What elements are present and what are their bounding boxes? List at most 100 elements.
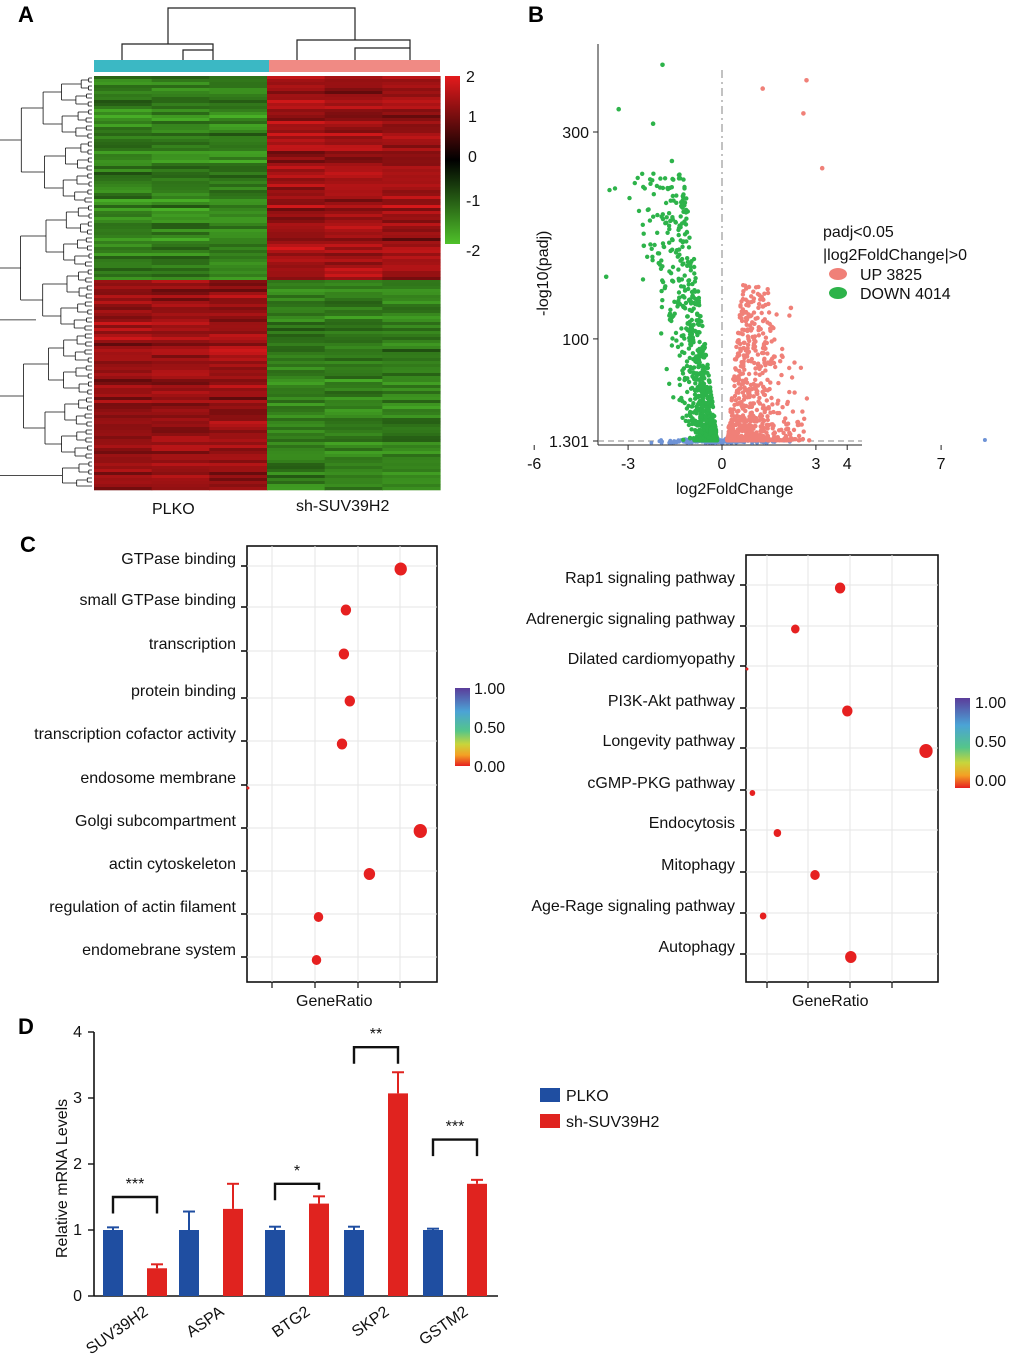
heatmap-cell [209, 295, 268, 299]
heatmap-cell [151, 466, 210, 470]
heatmap-cell [382, 94, 441, 98]
volcano-down-point [676, 232, 681, 238]
heatmap-cell [324, 406, 383, 410]
heatmap-cell [151, 349, 210, 353]
heatmap-cell [382, 163, 441, 167]
heatmap-cell [324, 376, 383, 380]
heatmap-cell [382, 310, 441, 314]
heatmap-cell [382, 196, 441, 200]
heatmap-cell [324, 190, 383, 194]
heatmap-cell [267, 460, 326, 464]
heatmap-cell [209, 466, 268, 470]
category-label: cGMP-PKG pathway [587, 775, 735, 792]
heatmap-cell [324, 316, 383, 320]
heatmap-cell [382, 316, 441, 320]
heatmap-cell [94, 367, 153, 371]
heatmap-cell [267, 316, 326, 320]
heatmap-cell [324, 196, 383, 200]
volcano-down-point [674, 248, 680, 253]
heatmap-cell [94, 124, 153, 128]
volcano-up-point [732, 383, 737, 389]
volcano-down-point [705, 407, 710, 412]
heatmap-cell [382, 484, 441, 488]
heatmap-cell [324, 352, 383, 356]
volcano-up-point [753, 348, 758, 353]
heatmap-cell [151, 184, 210, 188]
heatmap-cell [209, 88, 268, 92]
heatmap-cell [151, 103, 210, 107]
volcano-down-point [700, 381, 705, 386]
heatmap-cell [209, 124, 268, 128]
heatmap-cell [94, 376, 153, 380]
heatmap-cell [209, 337, 268, 341]
y-tick-label: 2 [73, 1156, 82, 1173]
heatmap-cell [324, 271, 383, 275]
heatmap-cell [324, 187, 383, 191]
heatmap-cell [324, 454, 383, 458]
heatmap-cell [209, 169, 268, 173]
volcano-down-point [687, 235, 692, 240]
heatmap-cell [209, 139, 268, 143]
heatmap-cell [324, 82, 383, 86]
volcano-down-point [701, 374, 706, 379]
heatmap-cell [267, 154, 326, 158]
volcano-down-point [693, 358, 698, 363]
heatmap-cell [209, 463, 268, 467]
heatmap-cell [209, 184, 268, 188]
heatmap-cell [324, 409, 383, 413]
volcano-up-point [756, 333, 761, 338]
group-label-sh: sh-SUV39H2 [296, 498, 389, 515]
volcano-up-point [729, 421, 734, 426]
volcano-up-point [736, 418, 741, 423]
heatmap-cell [151, 76, 210, 80]
heatmap-cell [324, 169, 383, 173]
heatmap-cell [94, 118, 153, 122]
volcano-point [650, 121, 656, 126]
heatmap-cell [382, 214, 441, 218]
volcano-up-point [791, 427, 797, 433]
heatmap-cell [151, 478, 210, 482]
heatmap-cell [324, 478, 383, 482]
volcano-up-point [745, 346, 750, 351]
heatmap-cell [151, 487, 210, 491]
volcano-up-point [780, 346, 785, 352]
heatmap-cell [267, 382, 326, 386]
heatmap-cell [382, 442, 441, 446]
volcano-down-point [691, 401, 696, 406]
heatmap-cell [382, 208, 441, 212]
volcano-down-point [668, 218, 673, 224]
volcano-up-point [744, 380, 750, 385]
heatmap-cell [94, 364, 153, 368]
heatmap-cell [209, 265, 268, 269]
heatmap-cell [151, 154, 210, 158]
heatmap-cell [382, 205, 441, 209]
heatmap-cell [94, 190, 153, 194]
heatmap-cell [151, 88, 210, 92]
heatmap-cell [209, 445, 268, 449]
volcano-up-point [779, 353, 784, 358]
volcano-x-label: log2FoldChange [676, 481, 794, 498]
heatmap-cell [382, 319, 441, 323]
heatmap-cell [209, 307, 268, 311]
volcano-up-point [789, 375, 795, 380]
heatmap-cell [94, 478, 153, 482]
heatmap-cell [94, 325, 153, 329]
volcano-down-point [701, 353, 707, 358]
heatmap-cell [382, 463, 441, 467]
dot [246, 786, 250, 790]
heatmap-cell [151, 250, 210, 254]
heatmap-cell [267, 85, 326, 89]
heatmap-cell [151, 442, 210, 446]
heatmap-cell [209, 475, 268, 479]
dot [313, 912, 324, 922]
volcano-up-point [752, 321, 757, 326]
heatmap-cell [151, 181, 210, 185]
heatmap-cell [324, 280, 383, 284]
volcano-down-point [687, 307, 692, 313]
volcano-up-point [768, 437, 774, 442]
volcano-down-point [709, 418, 714, 424]
volcano-down-point [680, 368, 685, 373]
heatmap-cell [382, 472, 441, 476]
heatmap-cell [151, 403, 210, 407]
heatmap-cell [324, 217, 383, 221]
